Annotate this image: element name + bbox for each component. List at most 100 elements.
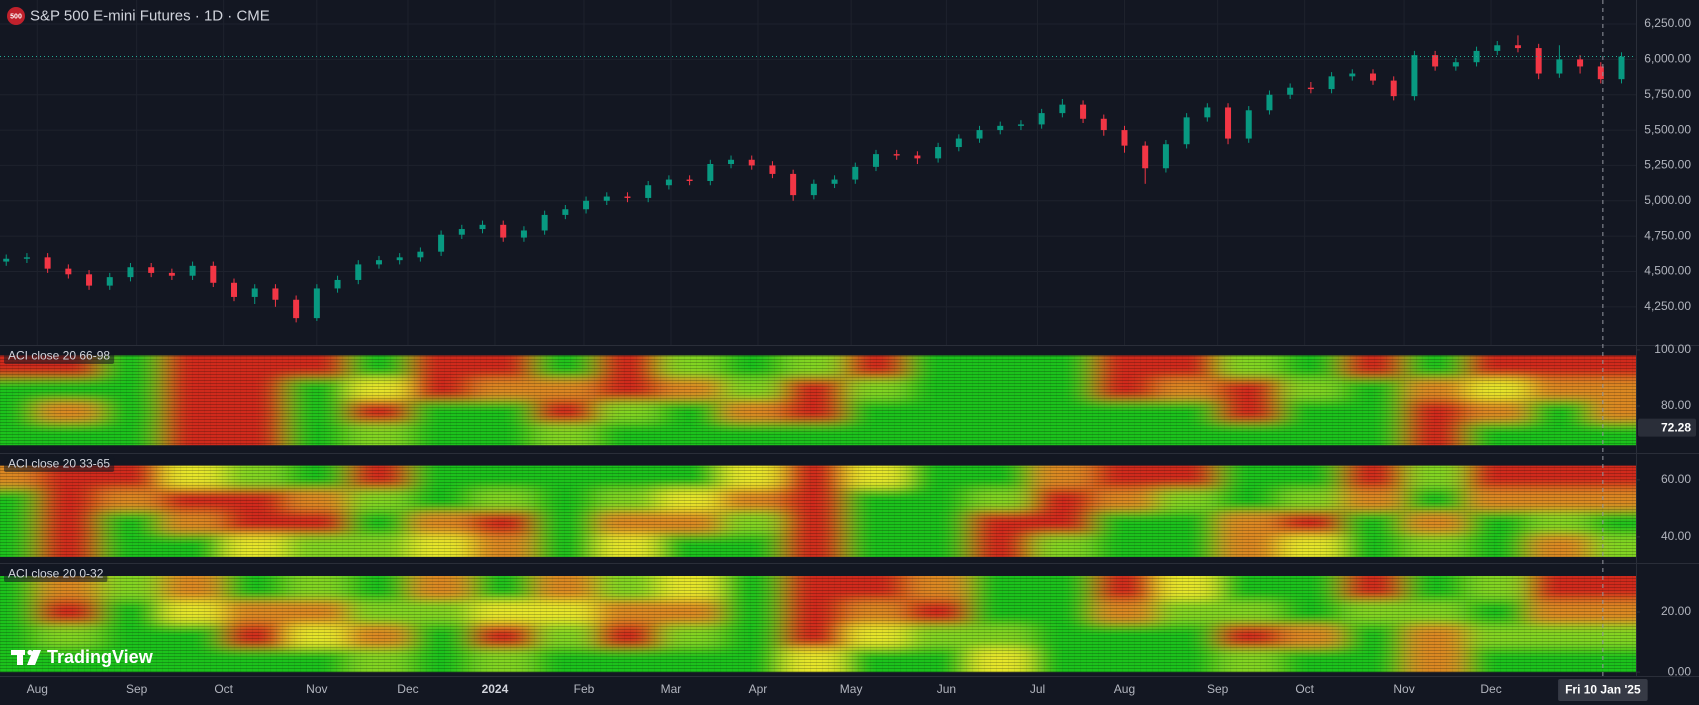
watermark-text: TradingView: [47, 647, 154, 667]
candle-body: [1556, 59, 1563, 74]
candle-body: [624, 196, 631, 198]
candle-body: [1225, 107, 1232, 139]
candle-body: [210, 265, 217, 283]
time-tick-label: Sep: [1207, 682, 1229, 696]
pane-tick-label: 20.00: [1661, 604, 1691, 618]
logo-part: [27, 650, 41, 665]
candle-body: [1266, 94, 1273, 111]
pane-legend-bg: [4, 348, 115, 364]
candle-body: [1535, 48, 1542, 74]
candle-body: [645, 185, 652, 198]
candle-body: [417, 251, 424, 258]
candle-body: [86, 274, 93, 286]
candle-body: [976, 130, 983, 139]
candle-body: [355, 264, 362, 280]
pane-legend[interactable]: ACI close 20 0-32: [4, 566, 108, 582]
candle-body: [23, 257, 30, 259]
pane-separator: [0, 563, 1699, 564]
time-tick-label: May: [840, 682, 863, 696]
candle-body: [1514, 45, 1521, 49]
candle-body: [189, 265, 196, 276]
candle-body: [231, 282, 238, 297]
candle-body: [583, 200, 590, 210]
candle-body: [251, 288, 258, 297]
price-tick-label: 4,250.00: [1644, 299, 1691, 313]
heatmap: [0, 465, 1636, 557]
candle-body: [1245, 110, 1252, 139]
candle-body: [790, 173, 797, 196]
symbol-title[interactable]: S&P 500 E-mini Futures · 1D · CME: [30, 7, 270, 24]
candle-body: [1017, 124, 1024, 126]
candle-body: [1183, 117, 1190, 145]
pane-tick-label: 40.00: [1661, 529, 1691, 543]
time-tick-label: Jul: [1030, 682, 1045, 696]
candle-body: [106, 277, 113, 286]
candle-body: [313, 288, 320, 319]
price-tick-label: 6,250.00: [1644, 16, 1691, 30]
price-tick-label: 4,750.00: [1644, 228, 1691, 242]
candle-body: [3, 258, 10, 262]
candle-body: [65, 268, 72, 275]
candle-body: [831, 179, 838, 184]
candle-body: [748, 159, 755, 166]
time-tick-label: Nov: [1393, 682, 1414, 696]
pane-legend-text: ACI close 20 33-65: [8, 457, 110, 471]
candle-body: [479, 224, 486, 230]
pane-legend[interactable]: ACI close 20 66-98: [4, 348, 115, 364]
candle-body: [872, 154, 879, 167]
candle-body: [148, 267, 155, 273]
time-tick-label: Oct: [214, 682, 233, 696]
candle-body: [1411, 55, 1418, 97]
time-tick-label: 2024: [482, 682, 509, 696]
candle-body: [852, 166, 859, 180]
candle-body: [127, 267, 134, 278]
time-tick-label: Dec: [397, 682, 418, 696]
heat-texture: [0, 576, 1636, 673]
candle-body: [1307, 87, 1314, 90]
candle-body: [707, 164, 714, 181]
pane-legend-text: ACI close 20 66-98: [8, 349, 110, 363]
candle-body: [1142, 145, 1149, 169]
price-tick-label: 5,500.00: [1644, 122, 1691, 136]
heat-texture: [0, 465, 1636, 557]
candle-body: [334, 279, 341, 289]
pane-tick-label: 0.00: [1668, 664, 1692, 678]
candle-body: [520, 230, 527, 238]
time-tick-label: Jun: [937, 682, 956, 696]
candle-body: [44, 257, 51, 269]
candle-body: [686, 179, 693, 181]
crosshair-label-bg: [1558, 679, 1648, 701]
candle-body: [997, 125, 1004, 131]
candle-body: [272, 288, 279, 300]
logo-part: [17, 650, 23, 665]
time-tick-label: Feb: [574, 682, 595, 696]
candle-body: [562, 209, 569, 215]
price-tick-label: 5,250.00: [1644, 158, 1691, 172]
pane-legend[interactable]: ACI close 20 33-65: [4, 456, 115, 472]
symbol-badge[interactable]: [7, 7, 25, 25]
time-tick-label: Aug: [1114, 682, 1135, 696]
candle-body: [375, 260, 382, 265]
candle-body: [438, 234, 445, 252]
heatmap: [0, 355, 1636, 446]
candle-body: [1390, 80, 1397, 97]
watermark: TradingView: [11, 647, 154, 667]
symbol-badge-text: 500: [10, 13, 22, 20]
candle-body: [935, 147, 942, 159]
pane-tick-label: 80.00: [1661, 398, 1691, 412]
candle-body: [541, 214, 548, 231]
heat-texture: [0, 355, 1636, 446]
candle-body: [893, 154, 900, 156]
last-value-badge: [1638, 418, 1696, 437]
candle-body: [396, 257, 403, 261]
price-tick-label: 4,500.00: [1644, 264, 1691, 278]
pane-separator: [0, 453, 1699, 454]
candle-body: [458, 229, 465, 235]
candle-body: [1618, 56, 1625, 80]
candle-body: [1287, 87, 1294, 95]
heatmap: [0, 576, 1636, 673]
candle-body: [1349, 73, 1356, 77]
header: 500 S&P 500 E-mini Futures · 1D · CME: [7, 7, 270, 25]
candle-body: [1162, 144, 1169, 169]
